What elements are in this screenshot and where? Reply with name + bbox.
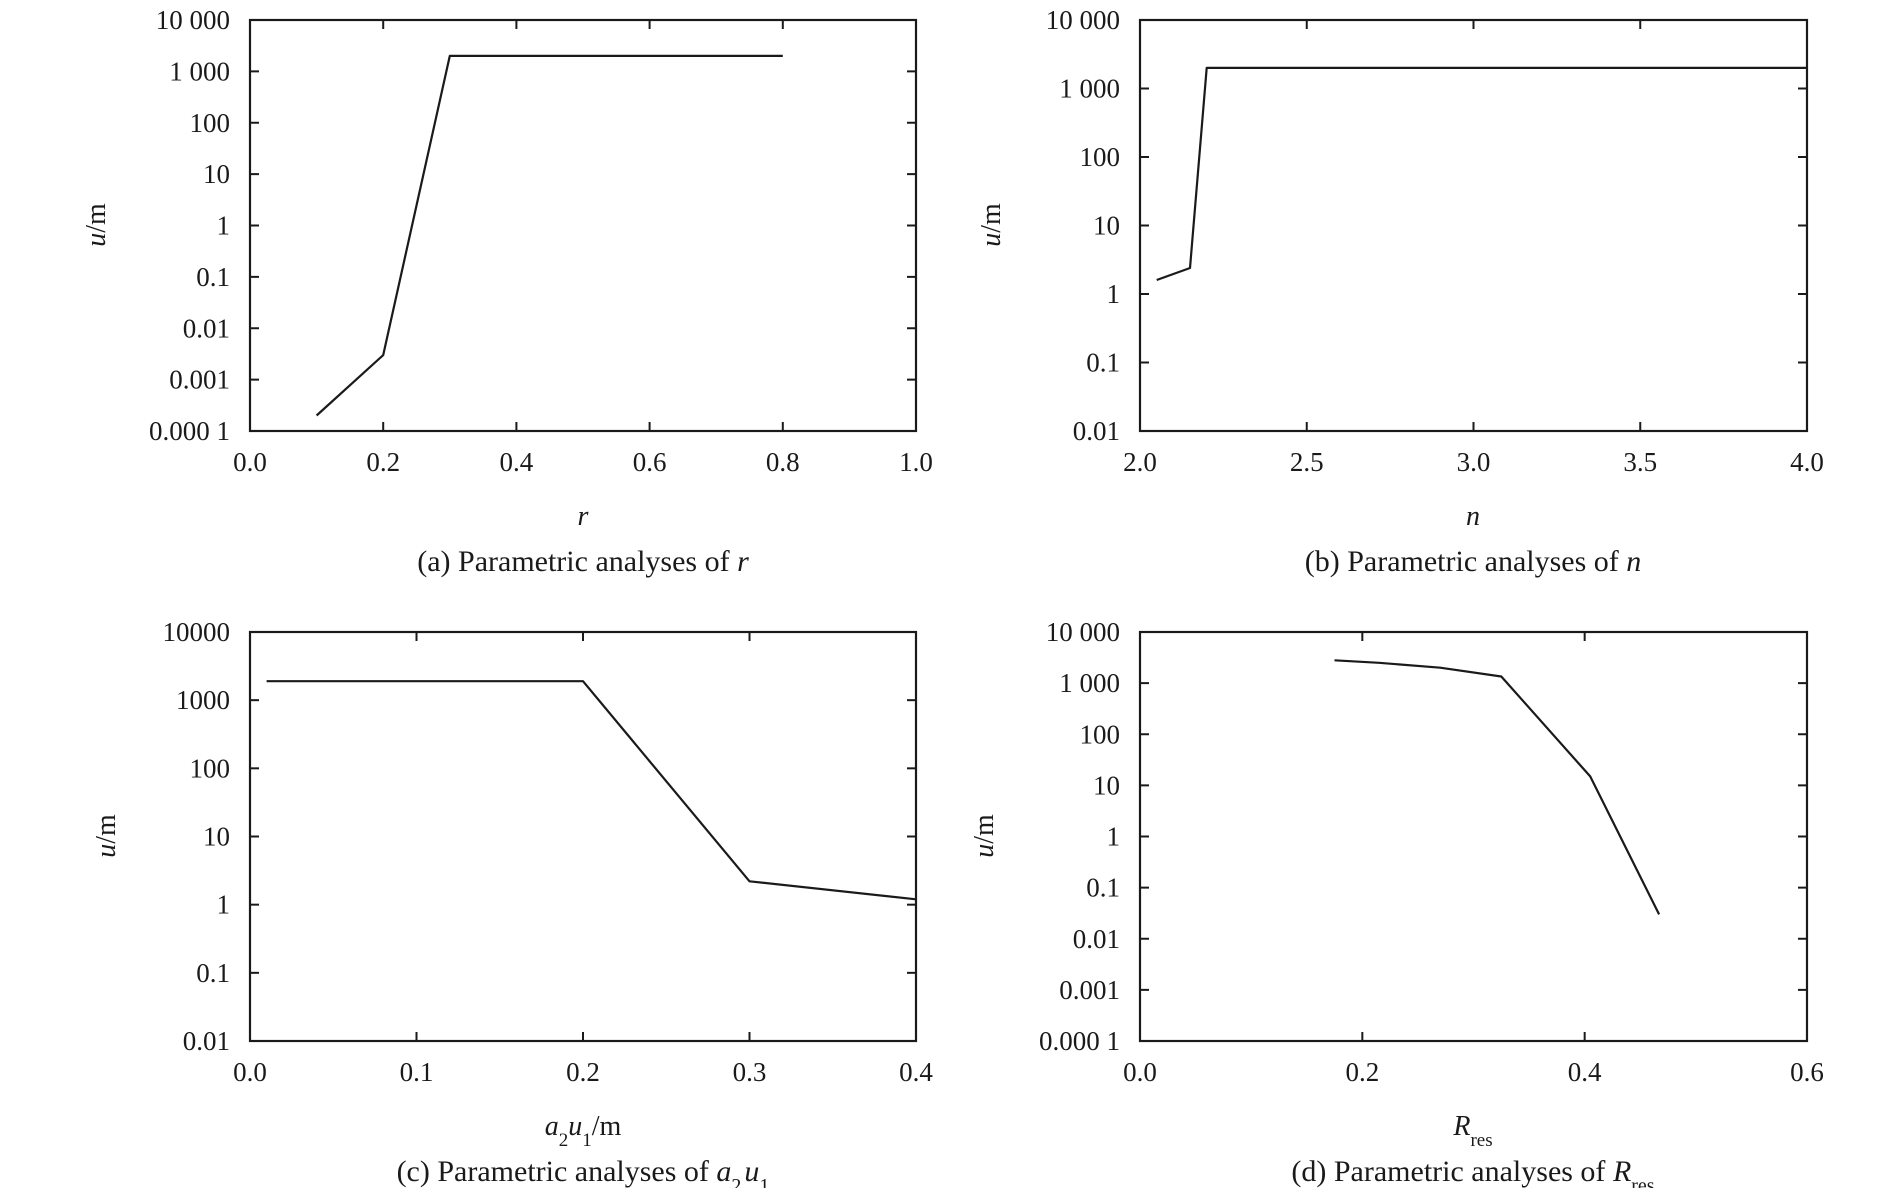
y-tick-label: 1 000 xyxy=(1059,668,1120,698)
y-tick-label: 0.000 1 xyxy=(1039,1026,1120,1056)
x-tick-labels-c: 0.0 0.1 0.2 0.3 0.4 xyxy=(233,1057,933,1087)
y-tick-label: 1000 xyxy=(176,685,230,715)
x-tick-label: 0.2 xyxy=(366,447,400,477)
y-tick-label: 10 000 xyxy=(1046,5,1120,35)
y-tick-label: 0.01 xyxy=(1073,416,1120,446)
x-tick-label: 0.6 xyxy=(633,447,667,477)
panel-c: 0.01 0.1 1 10 100 1000 10000 0.0 0.1 0.2 0.3 0.4 u… xyxy=(91,617,933,1188)
y-tick-label: 100 xyxy=(1080,142,1121,172)
x-tick-label: 0.3 xyxy=(733,1057,767,1087)
panel-a: 0.000 1 0.001 0.01 0.1 1 10 100 1 000 10 000 0.0… xyxy=(81,5,933,578)
y-tick-label: 0.001 xyxy=(1059,975,1120,1005)
x-tick-label: 0.6 xyxy=(1790,1057,1824,1087)
x-tick-label: 2.0 xyxy=(1123,447,1157,477)
y-tick-labels-c: 0.01 0.1 1 10 100 1000 10000 xyxy=(163,617,231,1056)
y-tick-label: 100 xyxy=(190,753,231,783)
x-tick-labels-b: 2.0 2.5 3.0 3.5 4.0 xyxy=(1123,447,1824,477)
tick-marks-a xyxy=(249,19,917,432)
y-tick-label: 10 000 xyxy=(1046,617,1120,647)
tick-marks-c xyxy=(249,631,917,1042)
x-tick-label: 3.5 xyxy=(1623,447,1657,477)
x-tick-label: 0.0 xyxy=(1123,1057,1157,1087)
y-tick-label: 1 xyxy=(1107,822,1121,852)
y-tick-label: 0.1 xyxy=(196,958,230,988)
y-axis-label-a: u/m xyxy=(81,203,112,247)
series-line-d xyxy=(1334,659,1661,915)
tick-marks-d xyxy=(1139,631,1808,1042)
x-tick-labels-a: 0.0 0.2 0.4 0.6 0.8 1.0 xyxy=(233,447,933,477)
y-tick-label: 0.1 xyxy=(1086,873,1120,903)
y-tick-label: 0.01 xyxy=(183,313,230,343)
panel-d: 0.000 1 0.001 0.01 0.1 1 10 100 1 000 10 000 0.0… xyxy=(969,617,1824,1188)
x-tick-label: 0.4 xyxy=(500,447,534,477)
x-tick-label: 2.5 xyxy=(1290,447,1324,477)
series-line-a xyxy=(315,54,783,417)
x-tick-label: 3.0 xyxy=(1457,447,1491,477)
x-tick-label: 1.0 xyxy=(899,447,933,477)
y-tick-label: 1 xyxy=(1107,279,1121,309)
x-tick-label: 0.2 xyxy=(566,1057,600,1087)
x-tick-label: 0.2 xyxy=(1345,1057,1379,1087)
x-tick-label: 0.0 xyxy=(233,447,267,477)
caption-c: (c) Parametric analyses of a2 u1 xyxy=(397,1155,770,1188)
y-tick-label: 0.1 xyxy=(196,262,230,292)
y-tick-labels-b: 0.01 0.1 1 10 100 1 000 10 000 xyxy=(1046,5,1120,446)
y-tick-label: 10 xyxy=(1093,770,1120,800)
plot-frame-b xyxy=(1138,18,1809,433)
x-axis-label-a: r xyxy=(578,501,589,532)
caption-d: (d) Parametric analyses of Rres xyxy=(1291,1155,1654,1188)
x-tick-label: 0.4 xyxy=(899,1057,933,1087)
y-axis-label-c: u/m xyxy=(91,814,122,858)
y-tick-labels-d: 0.000 1 0.001 0.01 0.1 1 10 100 1 000 10 000 xyxy=(1039,617,1120,1056)
y-tick-label: 0.1 xyxy=(1086,348,1120,378)
y-tick-label: 0.000 1 xyxy=(149,416,230,446)
y-tick-label: 10 xyxy=(1093,211,1120,241)
x-axis-label-b: n xyxy=(1466,501,1480,532)
x-tick-label: 4.0 xyxy=(1790,447,1824,477)
series-line-c xyxy=(266,680,917,901)
y-tick-label: 100 xyxy=(190,108,231,138)
y-tick-label: 10 xyxy=(203,822,230,852)
plot-frame-c xyxy=(248,630,918,1043)
y-axis-label-d: u/m xyxy=(969,814,1000,858)
x-tick-label: 0.1 xyxy=(400,1057,434,1087)
x-tick-label: 0.0 xyxy=(233,1057,267,1087)
plot-frame-d xyxy=(1138,630,1809,1043)
panel-b: 0.01 0.1 1 10 100 1 000 10 000 2.0 2.5 3.0 3.5 4.0… xyxy=(976,5,1824,578)
x-tick-label: 0.4 xyxy=(1568,1057,1602,1087)
y-tick-label: 0.001 xyxy=(169,365,230,395)
tick-marks-b xyxy=(1139,19,1808,432)
x-tick-label: 0.8 xyxy=(766,447,800,477)
y-axis-label-b: u/m xyxy=(976,203,1007,247)
x-axis-label-c: a2u1/m xyxy=(545,1111,622,1151)
y-tick-labels-a: 0.000 1 0.001 0.01 0.1 1 10 100 1 000 10 000 xyxy=(149,5,230,446)
series-line-b xyxy=(1156,66,1807,282)
y-tick-label: 1 xyxy=(217,890,231,920)
y-tick-label: 0.01 xyxy=(1073,924,1120,954)
y-tick-label: 1 000 xyxy=(169,56,230,86)
y-tick-label: 1 000 xyxy=(1059,74,1120,104)
y-tick-label: 100 xyxy=(1080,719,1121,749)
caption-a: (a) Parametric analyses of r xyxy=(417,545,749,578)
y-tick-label: 10 000 xyxy=(156,5,230,35)
y-tick-label: 0.01 xyxy=(183,1026,230,1056)
y-tick-label: 10000 xyxy=(163,617,231,647)
x-tick-labels-d: 0.0 0.2 0.4 0.6 xyxy=(1123,1057,1824,1087)
caption-b: (b) Parametric analyses of n xyxy=(1305,545,1642,578)
plot-frame-a xyxy=(248,18,918,433)
x-axis-label-d: Rres xyxy=(1452,1111,1492,1151)
y-tick-label: 10 xyxy=(203,159,230,189)
y-tick-label: 1 xyxy=(217,211,231,241)
